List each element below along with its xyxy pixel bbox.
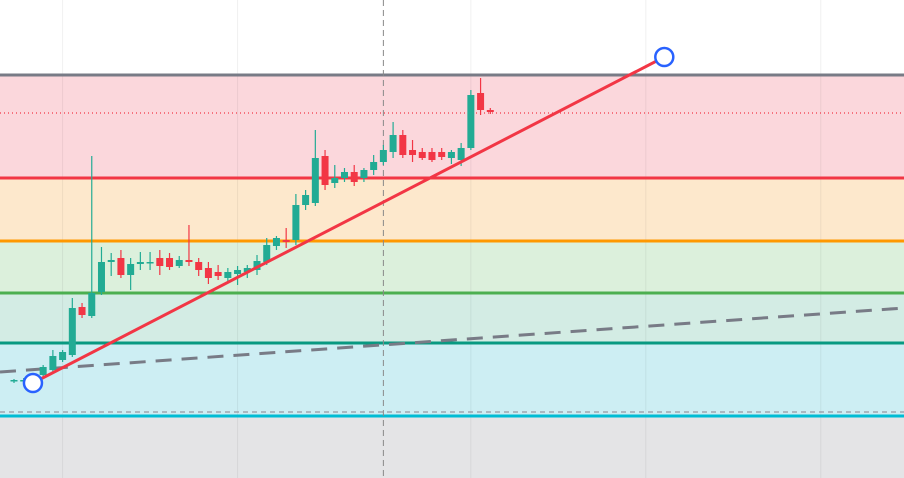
candle-body: [311, 158, 319, 203]
candle-body: [68, 308, 76, 355]
candle-body: [399, 135, 407, 155]
candle-body: [467, 95, 475, 148]
candle-body: [10, 380, 18, 382]
trend-line: [32, 55, 665, 385]
candle-body: [88, 293, 96, 316]
fib-band: [0, 416, 904, 478]
candle-body: [253, 261, 261, 270]
candle-body: [49, 356, 57, 370]
candle-body: [224, 272, 232, 278]
trend-handle: [654, 46, 675, 68]
candle-body: [97, 262, 105, 292]
candle-body: [340, 172, 348, 178]
candle-body: [447, 152, 455, 158]
candle-body: [360, 170, 368, 178]
fib-band: [0, 178, 904, 241]
candle-body: [136, 262, 144, 264]
candle-body: [418, 152, 426, 158]
candle-body: [175, 260, 183, 266]
candle-body: [107, 260, 115, 262]
candle-body: [379, 150, 387, 162]
fib-band: [0, 293, 904, 343]
candle-body: [117, 258, 125, 275]
candle-body: [292, 205, 300, 240]
candle-body: [389, 135, 397, 152]
candle-body: [486, 110, 494, 112]
candle-body: [78, 307, 86, 315]
candle-body: [243, 268, 251, 272]
candle-body: [457, 148, 465, 160]
candle-body: [185, 260, 193, 262]
candle-body: [234, 270, 242, 274]
candle-body: [428, 152, 436, 160]
candle-body: [409, 150, 417, 155]
candle-body: [146, 262, 154, 264]
candle-body: [331, 178, 339, 183]
candle-body: [59, 352, 67, 360]
candle-body: [302, 195, 310, 205]
candle-body: [214, 272, 222, 276]
candle-body: [370, 162, 378, 170]
candle-body: [438, 152, 446, 157]
candle-body: [195, 262, 203, 270]
fib-band: [0, 241, 904, 293]
candle-body: [127, 264, 135, 275]
candle-body: [321, 156, 329, 185]
fib-band: [0, 343, 904, 416]
candle-body: [39, 367, 47, 375]
dashed-trend-line: [0, 306, 904, 374]
candle-body: [477, 93, 485, 110]
candle-body: [272, 238, 280, 246]
candle-body: [156, 258, 164, 266]
candle-body: [166, 258, 174, 267]
candle-body: [350, 172, 358, 182]
candle-body: [263, 245, 271, 262]
candle-body: [204, 268, 212, 278]
candle-body: [282, 240, 290, 242]
trend-handle: [22, 372, 44, 394]
